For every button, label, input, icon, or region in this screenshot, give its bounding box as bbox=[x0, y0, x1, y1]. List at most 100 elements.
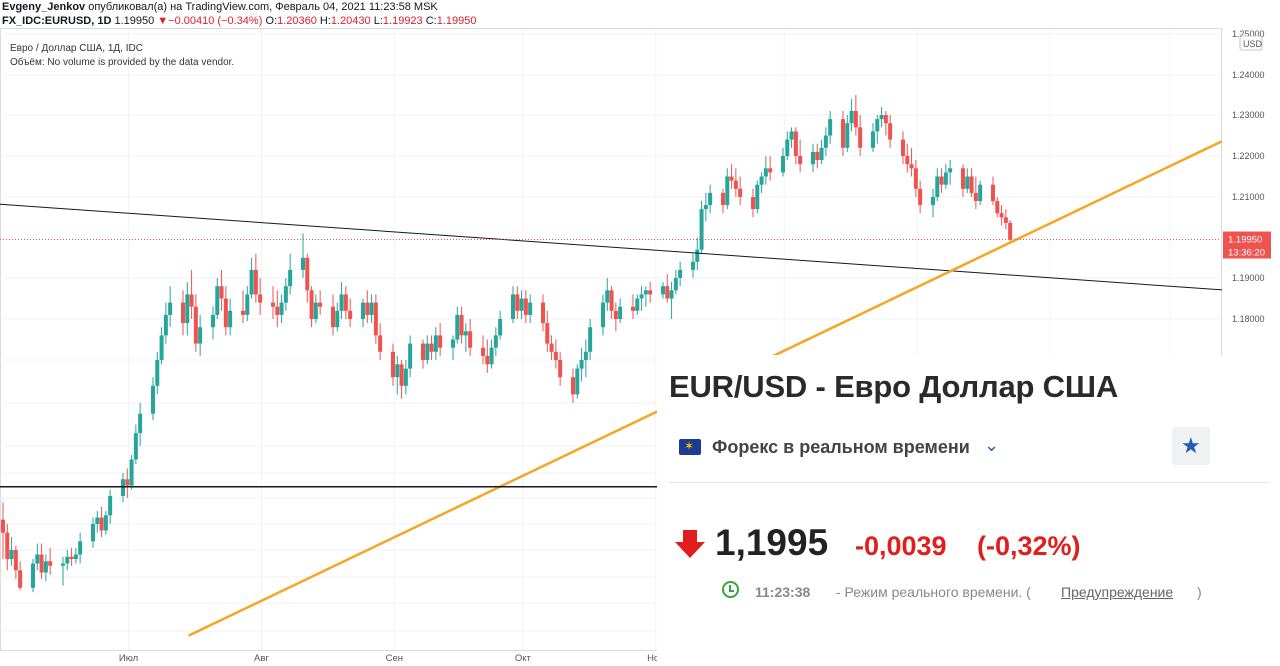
candle-body bbox=[849, 111, 854, 124]
candle-body bbox=[948, 168, 953, 173]
eu-flag-icon bbox=[679, 439, 701, 455]
candle-body bbox=[399, 364, 404, 386]
candle-body bbox=[485, 355, 490, 365]
candle-body bbox=[339, 294, 344, 311]
candle-body bbox=[9, 550, 14, 559]
candle-body bbox=[168, 302, 173, 315]
candle-body bbox=[973, 192, 978, 202]
candle-body bbox=[73, 554, 78, 559]
candle-body bbox=[408, 343, 413, 369]
candle-body bbox=[369, 302, 374, 315]
candle-body bbox=[1, 519, 5, 533]
candle-body bbox=[395, 364, 400, 378]
open-label: O: bbox=[265, 15, 278, 27]
candle-body bbox=[335, 310, 340, 328]
candle-body bbox=[420, 343, 425, 360]
symbol-name: FX_IDC:EURUSD, 1D bbox=[2, 15, 112, 27]
clock-icon bbox=[722, 581, 739, 598]
close-value: 1.19950 bbox=[436, 15, 477, 27]
candle-body bbox=[155, 360, 160, 386]
candle-body bbox=[605, 290, 610, 303]
resistance-trendline bbox=[0, 203, 1280, 295]
candle-body bbox=[390, 351, 395, 378]
candle-body bbox=[1008, 222, 1013, 240]
watchlist-button[interactable]: ★ bbox=[1172, 427, 1210, 465]
candle-body bbox=[1003, 217, 1008, 223]
candle-body bbox=[463, 331, 468, 336]
candle-body bbox=[798, 156, 803, 165]
y-tick-label: 1.24000 bbox=[1232, 70, 1265, 80]
candle-body bbox=[759, 176, 764, 185]
candle-body bbox=[455, 314, 460, 340]
candle-body bbox=[283, 286, 288, 303]
candle-body bbox=[875, 119, 880, 132]
candle-body bbox=[708, 192, 713, 206]
y-tick-label: 1.22000 bbox=[1232, 151, 1265, 161]
candle-body bbox=[5, 532, 10, 559]
chevron-down-icon[interactable]: ⌄ bbox=[984, 435, 1000, 455]
candle-body bbox=[635, 298, 640, 311]
candle-body bbox=[575, 368, 580, 395]
candle-body bbox=[125, 479, 130, 486]
x-tick-label: Сен bbox=[386, 653, 403, 664]
candle-body bbox=[215, 286, 220, 315]
candle-body bbox=[65, 556, 70, 564]
candle-body bbox=[725, 176, 730, 206]
candle-body bbox=[275, 306, 280, 315]
candle-body bbox=[845, 123, 850, 148]
candle-body bbox=[180, 302, 185, 324]
candle-body bbox=[360, 302, 365, 319]
last-value: 1.19950 bbox=[114, 15, 155, 27]
candle-body bbox=[189, 294, 194, 307]
candle-body bbox=[729, 176, 734, 181]
candle-body bbox=[163, 314, 168, 336]
market-mode[interactable]: Форекс в реальном времени bbox=[712, 437, 970, 457]
candle-body bbox=[678, 269, 683, 278]
warning-link[interactable]: Предупреждение bbox=[1061, 584, 1174, 600]
candle-body bbox=[699, 209, 704, 250]
candle-body bbox=[468, 331, 473, 348]
last-price-tag bbox=[1223, 231, 1271, 259]
candle-body bbox=[18, 570, 23, 588]
candles bbox=[1, 95, 1013, 593]
candle-body bbox=[643, 290, 648, 295]
candle-body bbox=[703, 205, 708, 210]
candle-body bbox=[459, 314, 464, 336]
y-tick-label: 1.19000 bbox=[1232, 273, 1265, 283]
candle-body bbox=[673, 278, 678, 291]
y-tick-label: 1.18000 bbox=[1232, 314, 1265, 324]
candle-body bbox=[493, 335, 498, 348]
publish-line: Evgeny_Jenkov опубликовал(а) на TradingV… bbox=[2, 1, 438, 13]
candle-body bbox=[198, 327, 203, 344]
candle-body bbox=[99, 517, 104, 531]
candle-body bbox=[665, 286, 670, 299]
y-tick-label: 1.21000 bbox=[1232, 192, 1265, 202]
candle-body bbox=[785, 139, 790, 156]
candle-body bbox=[95, 517, 100, 524]
candle-body bbox=[78, 541, 83, 555]
low-value: 1.19923 bbox=[382, 15, 423, 27]
candle-body bbox=[999, 213, 1004, 218]
candle-body bbox=[618, 306, 623, 319]
candle-body bbox=[279, 302, 284, 315]
candle-body bbox=[108, 495, 113, 516]
close-label: C: bbox=[425, 15, 437, 27]
candle-body bbox=[129, 459, 134, 486]
candle-body bbox=[133, 433, 138, 460]
volume-note: Объём: No volume is provided by the data… bbox=[10, 57, 235, 68]
realtime-note: - Режим реального времени. ( bbox=[836, 584, 1031, 600]
candle-body bbox=[738, 188, 743, 197]
open-value: 1.20360 bbox=[277, 15, 317, 27]
candle-body bbox=[249, 269, 254, 295]
candle-body bbox=[930, 197, 935, 206]
currency-label: USD bbox=[1243, 39, 1263, 49]
candle-body bbox=[103, 515, 108, 531]
candle-body bbox=[780, 156, 785, 173]
candle-body bbox=[313, 302, 318, 319]
quote-time: 11:23:38 bbox=[755, 584, 811, 600]
candle-body bbox=[258, 294, 263, 303]
candle-body bbox=[35, 554, 40, 564]
candle-body bbox=[879, 115, 884, 120]
candle-body bbox=[558, 360, 563, 378]
candle-body bbox=[489, 347, 494, 365]
